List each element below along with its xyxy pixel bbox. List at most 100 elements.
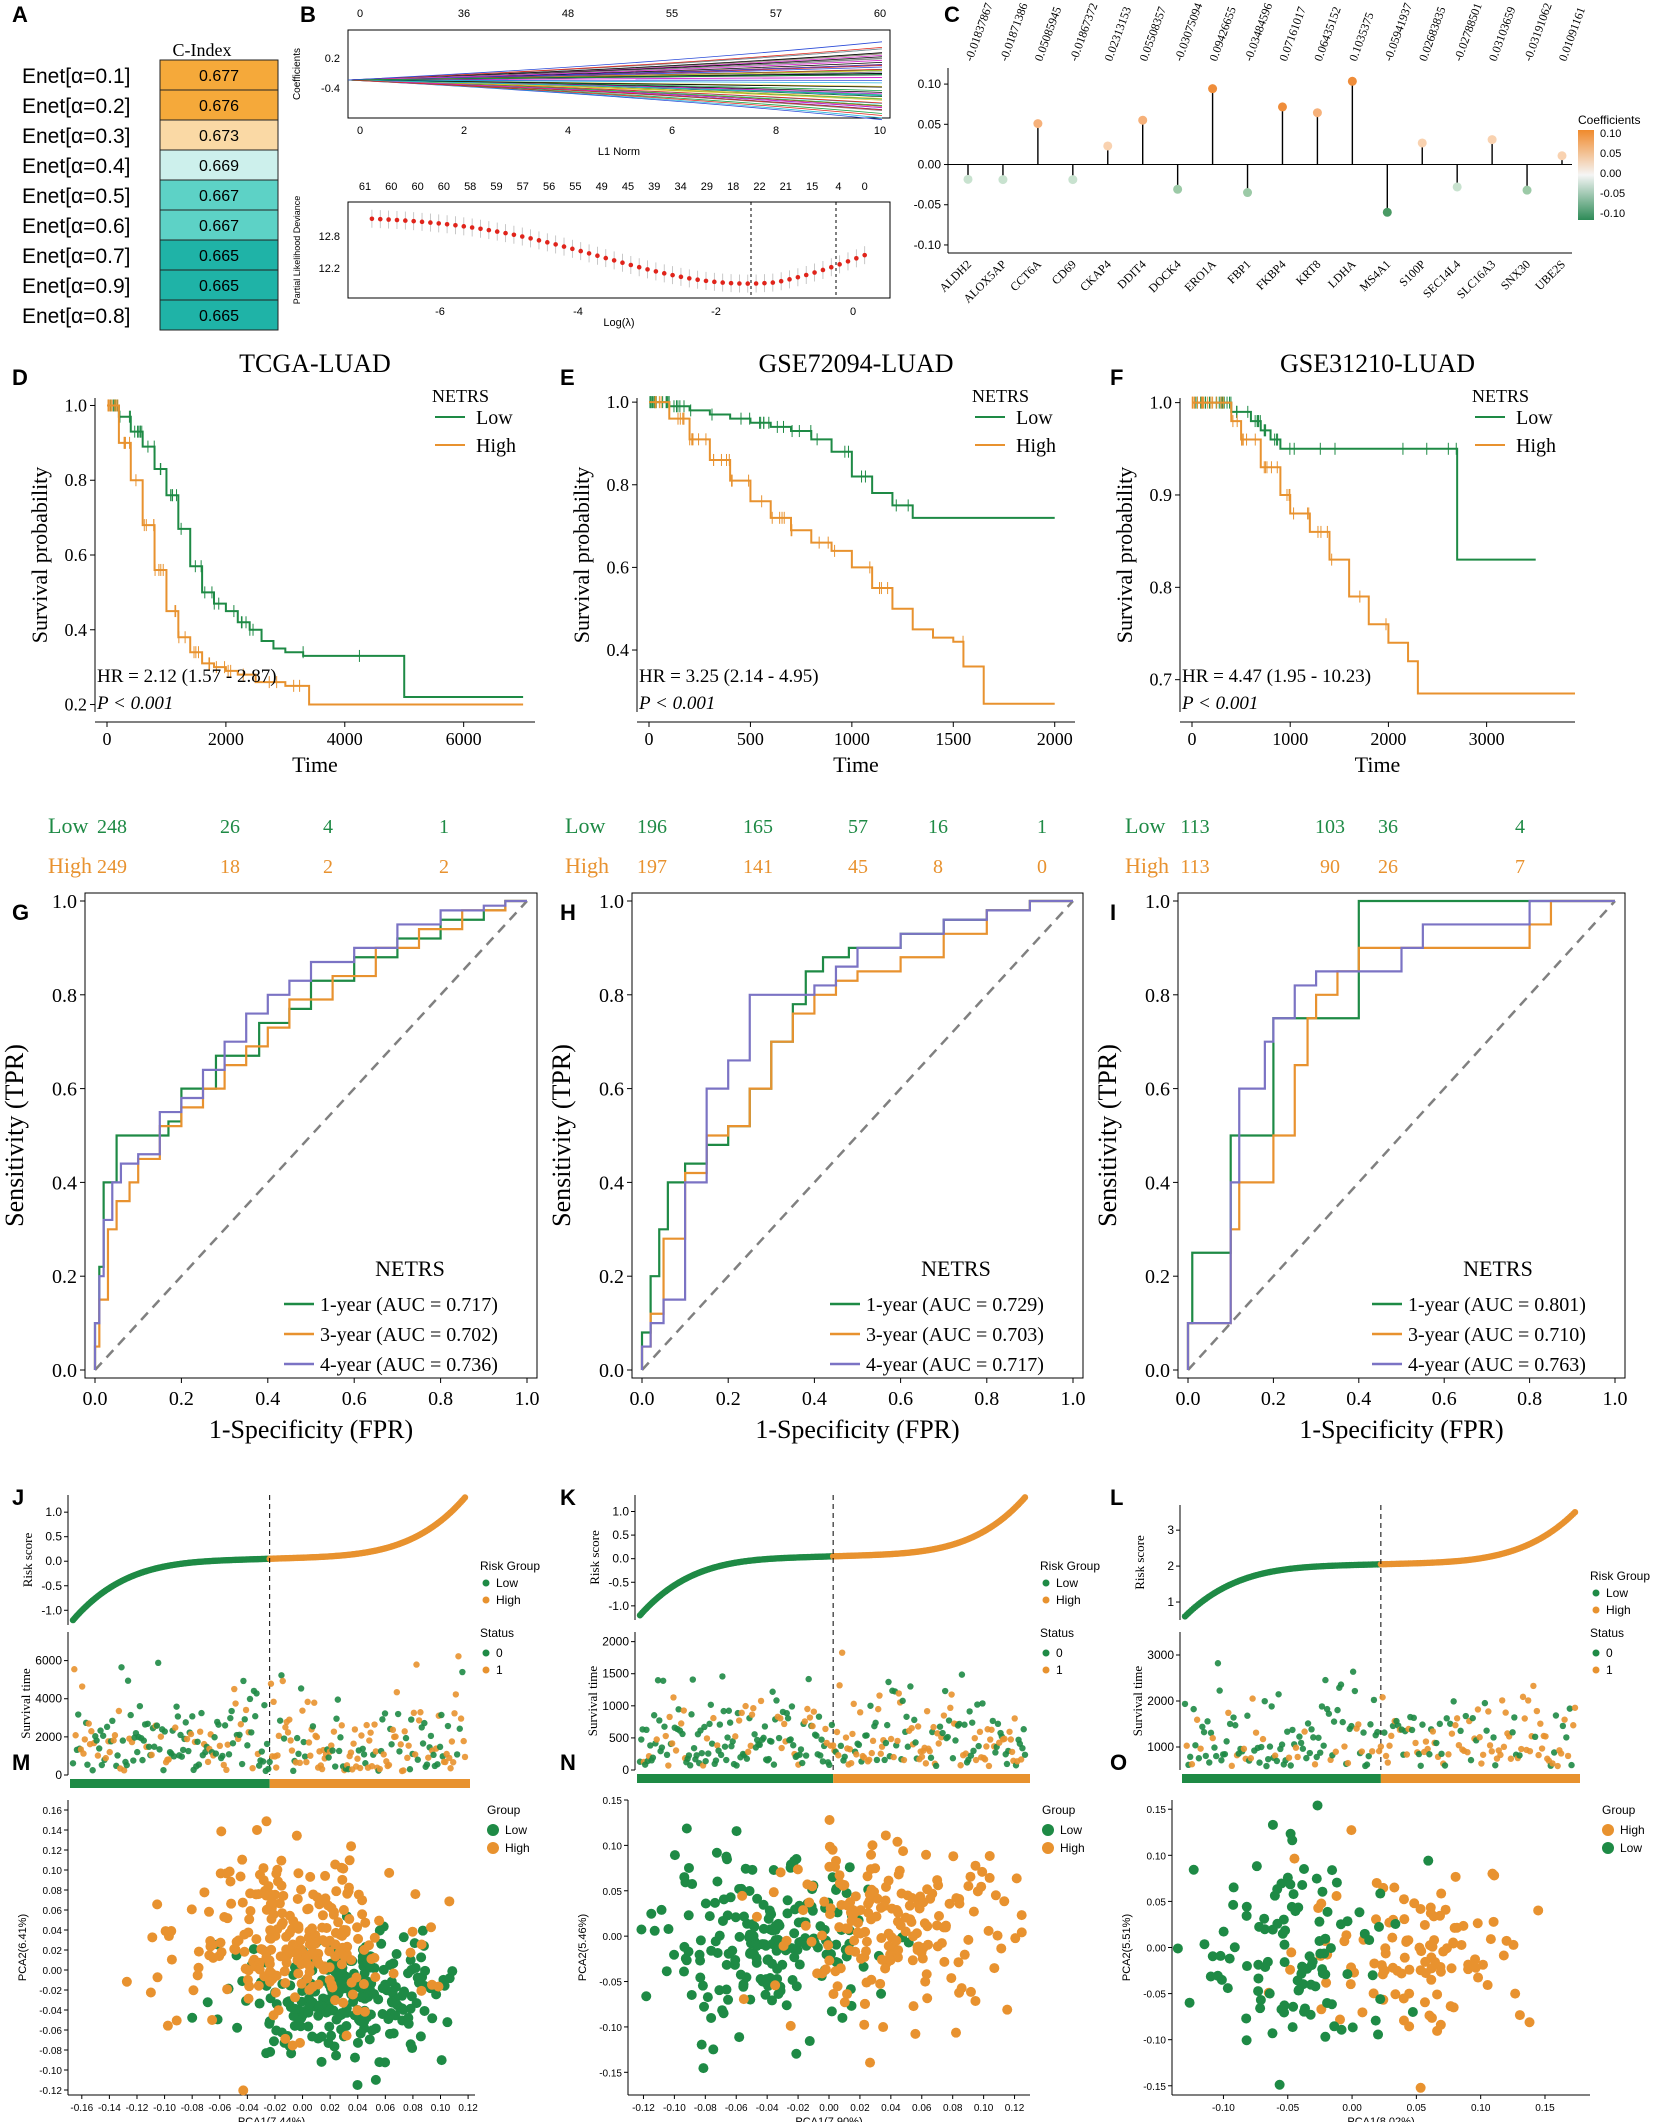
risk-count: 8 <box>933 856 943 878</box>
pca-point-high <box>357 1909 368 1920</box>
pca-point-high <box>302 1904 313 1915</box>
pca-point-high <box>892 1836 903 1847</box>
pca-point-high <box>199 1887 210 1898</box>
deviance-toptick: 59 <box>490 181 502 193</box>
y-tick-label: 500 <box>609 1731 629 1745</box>
pca-point-low <box>399 1986 410 1997</box>
pca-point-low <box>329 2041 340 2052</box>
x-tick-label: 0.10 <box>431 2103 451 2114</box>
time-point <box>865 1756 873 1763</box>
time-point <box>790 1742 797 1749</box>
deviance-point <box>686 276 692 281</box>
y-tick-label: 0.2 <box>52 1266 77 1288</box>
pca-point-high <box>1435 1910 1446 1921</box>
pca-point-high <box>344 1855 355 1866</box>
y-tick-label: 1.0 <box>1145 891 1170 913</box>
pca-point-high <box>1446 1963 1457 1974</box>
time-point <box>1181 1700 1189 1708</box>
pca-point-low <box>316 2031 327 2042</box>
pca-point-high <box>363 1940 374 1951</box>
deviance-xtick: -4 <box>573 306 583 318</box>
pca-point-low <box>1241 2035 1252 2046</box>
pca-point-high <box>984 1850 995 1861</box>
time-point <box>1209 1734 1216 1742</box>
time-point <box>329 1747 336 1754</box>
x-tick-label: 0.6 <box>342 1388 367 1410</box>
pca-point-low <box>405 1955 416 1966</box>
deviance-point <box>737 281 742 286</box>
pca-point-low <box>686 1989 697 2000</box>
time-point <box>153 1722 161 1729</box>
time-point <box>227 1714 234 1722</box>
pca-point-low <box>1228 1899 1239 1910</box>
time-point <box>313 1733 321 1741</box>
pca-point-low <box>812 1942 823 1953</box>
lasso-ytick: -0.4 <box>321 83 340 95</box>
time-point <box>325 1754 332 1761</box>
time-point <box>1478 1760 1485 1767</box>
lollipop-head <box>1382 207 1392 217</box>
pca-point-high <box>263 1881 274 1892</box>
pca-point-high <box>770 1980 781 1991</box>
x-tick-label: -0.14 <box>98 2103 121 2114</box>
model-label: Enet[α=0.6] <box>22 215 130 238</box>
time-point <box>890 1753 897 1761</box>
legend-entry: High <box>505 1841 530 1855</box>
pca-point-high <box>970 1860 981 1871</box>
y-tick-label: 0.0 <box>52 1360 77 1382</box>
pca-point-low <box>649 1925 660 1936</box>
pca-point-low <box>681 1823 692 1834</box>
pca-point-low <box>398 2004 409 2015</box>
deviance-point <box>720 280 726 285</box>
pca-point-low <box>416 1952 427 1963</box>
pca-point-low <box>420 1965 431 1976</box>
time-point <box>1379 1694 1386 1701</box>
pca-point-low <box>1280 1925 1291 1936</box>
pca-point-high <box>1334 2014 1345 2025</box>
time-point <box>1310 1734 1317 1741</box>
legend-high: High <box>1016 435 1056 457</box>
risk-count: 57 <box>848 816 868 838</box>
pca-point-low <box>1423 1855 1434 1866</box>
time-point <box>189 1713 196 1720</box>
pca-point-low <box>752 1893 763 1904</box>
time-point <box>904 1743 912 1750</box>
pca-point-high <box>307 1981 318 1992</box>
time-point <box>733 1762 740 1769</box>
pca-point-high <box>984 1872 995 1883</box>
risk-ylabel: Risk score <box>1132 1535 1147 1590</box>
time-point <box>1252 1729 1260 1736</box>
risk-count: 113 <box>1180 856 1209 878</box>
panel-label-K: K <box>560 1485 576 1510</box>
y-tick-label: 3 <box>1167 1523 1174 1537</box>
time-point <box>934 1730 941 1737</box>
pca-point-low <box>436 2055 447 2066</box>
y-tick-label: 0.4 <box>52 1172 77 1194</box>
y-tick-label: 0.0 <box>1145 1360 1170 1382</box>
pca-point-high <box>951 1893 962 1904</box>
time-point <box>338 1722 345 1729</box>
pca-point-high <box>359 2006 370 2017</box>
time-point <box>187 1730 195 1738</box>
pca-point-low <box>370 2074 381 2085</box>
x-tick-label: 0 <box>1188 729 1197 749</box>
pca-point-high <box>1427 1941 1438 1952</box>
pca-point-high <box>875 1978 886 1989</box>
x-tick-label: 0.6 <box>888 1388 913 1410</box>
time-point <box>85 1720 92 1727</box>
time-point <box>849 1730 856 1738</box>
time-point <box>1502 1709 1509 1716</box>
time-point <box>912 1739 919 1746</box>
time-point <box>333 1715 340 1722</box>
time-point <box>182 1719 189 1726</box>
pca-point-low <box>411 1998 422 2009</box>
pca-point-low <box>1305 1979 1316 1990</box>
pca-point-low <box>1373 1921 1384 1932</box>
deviance-point <box>828 264 834 270</box>
pca-point-high <box>932 1920 943 1931</box>
time-point <box>293 1734 301 1742</box>
pca-point-high <box>983 1925 994 1936</box>
pca-point-high <box>880 1830 891 1841</box>
